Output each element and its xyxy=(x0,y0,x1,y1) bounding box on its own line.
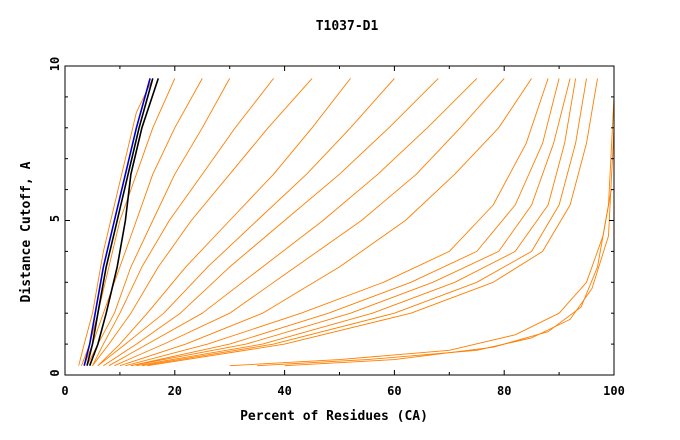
series-line-12 xyxy=(119,78,532,367)
series-line-5 xyxy=(92,78,274,366)
plot-lines xyxy=(78,78,615,367)
series-line-1 xyxy=(78,78,154,366)
x-tick-label: 20 xyxy=(168,384,182,398)
series-line-3 xyxy=(83,78,203,366)
series-line-18 xyxy=(147,78,598,367)
series-line-17 xyxy=(141,78,587,367)
series-line-4 xyxy=(86,78,231,366)
series-line-7 xyxy=(97,78,351,367)
series-line-6 xyxy=(92,78,313,366)
series-line-14 xyxy=(130,78,560,367)
x-tick-label: 40 xyxy=(277,384,291,398)
y-tick-label: 5 xyxy=(48,215,62,222)
series-line-19 xyxy=(229,189,612,367)
y-axis-label: Distance Cutoff, A xyxy=(19,161,34,302)
series-line-22 xyxy=(83,78,151,366)
x-tick-label: 100 xyxy=(603,384,625,398)
series-line-9 xyxy=(103,78,439,367)
series-line-24 xyxy=(88,78,160,366)
chart-title: T1037-D1 xyxy=(316,19,379,34)
x-axis-label: Percent of Residues (CA) xyxy=(240,409,428,424)
x-tick-label: 0 xyxy=(61,384,68,398)
series-line-15 xyxy=(130,78,571,367)
y-tick-label: 0 xyxy=(48,369,62,376)
series-line-13 xyxy=(125,78,549,367)
series-line-20 xyxy=(257,127,615,367)
series-line-16 xyxy=(136,78,577,367)
series-line-10 xyxy=(108,78,478,367)
x-axis: 0 20 40 60 80 100 xyxy=(61,66,625,398)
x-tick-label: 80 xyxy=(497,384,511,398)
series-line-11 xyxy=(114,78,505,367)
y-axis: 0 5 10 xyxy=(48,57,614,377)
series-line-23 xyxy=(86,78,154,366)
series-line-21 xyxy=(284,96,615,367)
x-tick-label: 60 xyxy=(387,384,401,398)
series-line-8 xyxy=(97,78,395,367)
y-tick-label: 10 xyxy=(48,57,62,71)
